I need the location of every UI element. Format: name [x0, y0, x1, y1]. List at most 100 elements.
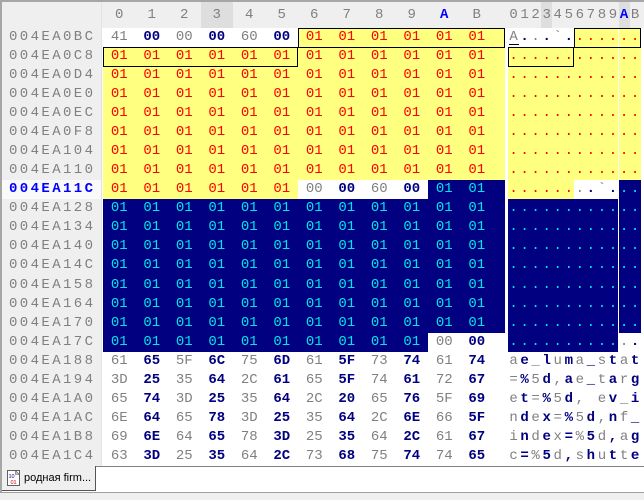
ascii-char-cell[interactable]: d — [553, 447, 562, 464]
hex-byte-cell[interactable]: 01 — [298, 85, 331, 105]
ascii-char-cell[interactable]: . — [629, 28, 641, 48]
ascii-char-cell[interactable]: . — [596, 123, 608, 143]
hex-byte-cell[interactable]: 01 — [363, 28, 396, 48]
hex-byte-cell[interactable]: 01 — [460, 275, 493, 295]
hex-byte-cell[interactable]: 01 — [168, 294, 201, 314]
ascii-char-cell[interactable]: i — [509, 428, 518, 445]
hex-byte-cell[interactable]: 01 — [265, 47, 298, 67]
hex-byte-cell[interactable]: 25 — [273, 409, 291, 426]
ascii-char-cell[interactable]: . — [629, 47, 641, 67]
hex-byte-cell[interactable]: 01 — [103, 180, 136, 200]
ascii-char-cell[interactable]: . — [596, 313, 608, 333]
hex-byte-cell[interactable]: 01 — [135, 199, 168, 219]
hex-byte-cell[interactable]: 01 — [103, 256, 136, 276]
ascii-char-cell[interactable]: , — [564, 447, 573, 464]
hex-byte-cell[interactable]: 01 — [395, 142, 428, 162]
ascii-char-cell[interactable]: t — [619, 447, 629, 464]
ascii-char-cell[interactable]: . — [618, 123, 630, 143]
hex-byte-cell[interactable]: 01 — [330, 332, 363, 352]
hex-byte-cell[interactable]: 01 — [135, 294, 168, 314]
ascii-char-cell[interactable]: e — [509, 390, 518, 407]
hex-byte-cell[interactable]: 01 — [135, 218, 168, 238]
ascii-char-cell[interactable]: . — [585, 218, 597, 238]
hex-byte-cell[interactable]: 01 — [460, 28, 493, 48]
ascii-char-cell[interactable]: % — [520, 371, 529, 388]
hex-byte-cell[interactable]: 01 — [200, 104, 233, 124]
ascii-char-cell[interactable]: t — [608, 352, 618, 369]
ascii-char-cell[interactable]: . — [508, 332, 520, 352]
hex-byte-cell[interactable]: 01 — [200, 123, 233, 143]
hex-byte-cell[interactable]: 01 — [103, 161, 136, 181]
ascii-char-cell[interactable]: . — [530, 275, 542, 295]
hex-byte-cell[interactable]: 01 — [200, 332, 233, 352]
hex-byte-cell[interactable]: 01 — [428, 180, 461, 200]
hex-byte-cell[interactable]: 67 — [468, 428, 486, 445]
ascii-char-cell[interactable]: . — [552, 66, 564, 86]
ascii-char-cell[interactable]: . — [596, 199, 608, 219]
hex-byte-cell[interactable]: 01 — [265, 218, 298, 238]
hex-byte-cell[interactable]: 65 — [468, 447, 486, 464]
ascii-char-cell[interactable]: . — [552, 237, 564, 257]
ascii-char-cell[interactable]: . — [585, 199, 597, 219]
hex-byte-cell[interactable]: 61 — [110, 352, 128, 369]
hex-byte-cell[interactable]: 6C — [208, 352, 226, 369]
ascii-char-cell[interactable]: . — [519, 237, 531, 257]
hex-byte-cell[interactable]: 01 — [298, 66, 331, 86]
hex-byte-cell[interactable]: 01 — [298, 199, 331, 219]
hex-byte-cell[interactable]: 35 — [338, 428, 356, 445]
ascii-char-cell[interactable]: . — [596, 332, 608, 352]
hex-byte-cell[interactable]: 41 — [110, 29, 128, 45]
ascii-char-cell[interactable]: . — [530, 218, 542, 238]
hex-byte-cell[interactable]: 01 — [265, 237, 298, 257]
ascii-char-cell[interactable]: ` — [597, 181, 607, 198]
hex-byte-cell[interactable]: 01 — [233, 66, 266, 86]
hex-byte-cell[interactable]: 01 — [363, 66, 396, 86]
hex-byte-cell[interactable]: 01 — [298, 47, 331, 67]
ascii-char-cell[interactable]: . — [530, 85, 542, 105]
ascii-char-cell[interactable]: . — [607, 199, 619, 219]
hex-byte-cell[interactable]: 01 — [428, 218, 461, 238]
hex-byte-cell[interactable]: 01 — [395, 313, 428, 333]
ascii-char-cell[interactable]: . — [586, 181, 596, 198]
hex-byte-cell[interactable]: 61 — [305, 352, 323, 369]
hex-byte-cell[interactable]: 01 — [135, 256, 168, 276]
ascii-char-cell[interactable]: t — [597, 371, 607, 388]
hex-byte-cell[interactable]: 61 — [435, 428, 453, 445]
hex-byte-cell[interactable]: 01 — [103, 237, 136, 257]
hex-byte-cell[interactable]: 6E — [110, 409, 128, 426]
ascii-char-cell[interactable]: . — [607, 218, 619, 238]
hex-byte-cell[interactable]: 35 — [305, 409, 323, 426]
ascii-char-cell[interactable]: . — [574, 218, 586, 238]
hex-byte-cell[interactable]: 01 — [330, 237, 363, 257]
ascii-char-cell[interactable]: . — [596, 294, 608, 314]
hex-byte-cell[interactable]: 01 — [363, 218, 396, 238]
hex-byte-cell[interactable]: 01 — [200, 275, 233, 295]
ascii-char-cell[interactable]: . — [585, 104, 597, 124]
hex-byte-cell[interactable]: 5F — [338, 352, 356, 369]
hex-byte-cell[interactable]: 01 — [233, 104, 266, 124]
hex-byte-cell[interactable]: 6D — [273, 352, 291, 369]
ascii-char-cell[interactable]: m — [564, 352, 573, 369]
ascii-char-cell[interactable]: . — [508, 161, 520, 181]
ascii-char-cell[interactable]: . — [618, 256, 630, 276]
ascii-char-cell[interactable]: . — [563, 104, 575, 124]
hex-byte-cell[interactable]: 01 — [428, 275, 461, 295]
hex-byte-cell[interactable]: 01 — [233, 218, 266, 238]
ascii-char-cell[interactable]: = — [509, 371, 518, 388]
hex-byte-cell[interactable]: 3D — [175, 390, 193, 407]
hex-byte-cell[interactable]: 01 — [233, 142, 266, 162]
ascii-char-cell[interactable]: . — [630, 333, 640, 350]
hex-byte-cell[interactable]: 01 — [363, 199, 396, 219]
ascii-char-cell[interactable]: . — [618, 218, 630, 238]
ascii-char-cell[interactable]: e — [630, 447, 640, 464]
hex-byte-cell[interactable]: 2C — [273, 447, 291, 464]
ascii-char-cell[interactable]: . — [552, 313, 564, 333]
hex-byte-cell[interactable]: 65 — [110, 390, 128, 407]
ascii-char-cell[interactable]: d — [531, 428, 540, 445]
hex-byte-cell[interactable]: 01 — [330, 66, 363, 86]
ascii-char-cell[interactable]: . — [585, 313, 597, 333]
hex-byte-cell[interactable]: 01 — [330, 85, 363, 105]
hex-byte-cell[interactable]: 01 — [200, 294, 233, 314]
ascii-char-cell[interactable]: . — [530, 180, 542, 200]
ascii-char-cell[interactable]: . — [608, 181, 618, 198]
